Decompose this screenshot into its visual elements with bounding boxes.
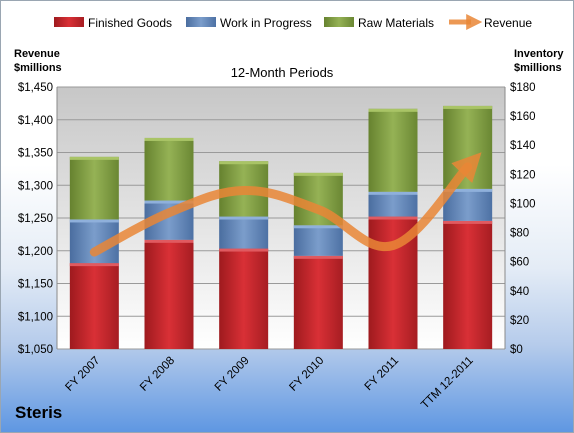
legend-item-raw-materials: Raw Materials [324,16,434,30]
right-axis-ticks: $0 $20 $40 $60 $80 $100 $120 $140 $160 $180 [510,82,536,356]
legend-swatch-raw-materials [324,17,354,27]
bar-finished-goods [219,248,269,349]
bar-cap-finished-goods [368,216,418,220]
legend-label-finished-goods: Finished Goods [88,16,172,30]
bar-cap-raw-materials [293,172,343,176]
left-tick-label: $1,150 [18,279,53,291]
right-tick-label: $160 [510,111,536,123]
legend-swatch-work-in-progress [186,17,216,27]
bar-cap-raw-materials [69,156,119,160]
right-tick-label: $40 [510,286,529,298]
bar-raw-materials [443,105,493,189]
legend-label-raw-materials: Raw Materials [358,16,434,30]
bar-cap-finished-goods [144,239,194,243]
gridlines [56,86,506,350]
right-tick-label: $120 [510,169,536,181]
left-tick-label: $1,050 [18,344,53,356]
bar-cap-finished-goods [443,220,493,224]
left-tick-label: $1,250 [18,213,53,225]
bars [69,105,493,349]
bar-cap-raw-materials [443,105,493,109]
x-tick-label: FY 2008 [138,355,177,394]
left-axis-title-line1: Revenue [14,48,60,60]
right-tick-label: $80 [510,228,529,240]
left-axis-ticks: $1,050 $1,100 $1,150 $1,200 $1,250 $1,300 $1,3… [18,82,53,356]
right-tick-label: $180 [510,82,536,94]
bar-raw-materials [69,156,119,220]
legend-item-revenue: Revenue [449,13,532,31]
bar-cap-finished-goods [69,263,119,267]
bar-cap-finished-goods [219,248,269,252]
bar-finished-goods [144,239,194,349]
bar-cap-work-in-progress [69,219,119,223]
left-tick-label: $1,400 [18,115,53,127]
bar-cap-raw-materials [368,108,418,112]
company-name: Steris [15,403,63,422]
x-tick-label: FY 2007 [63,355,102,394]
x-tick-label: FY 2011 [363,355,401,393]
bar-work-in-progress [368,191,418,217]
right-tick-label: $60 [510,257,529,269]
bar-finished-goods [443,220,493,349]
bar-work-in-progress [219,216,269,249]
right-tick-label: $140 [510,140,536,152]
bar-work-in-progress [293,225,343,256]
right-axis-title-line2: $millions [514,62,562,74]
bar-raw-materials [144,137,194,201]
bar-cap-raw-materials [219,161,269,165]
bar-cap-finished-goods [293,255,343,259]
bar-cap-work-in-progress [144,200,194,204]
legend-item-work-in-progress: Work in Progress [186,16,312,30]
bar-finished-goods [293,255,343,349]
right-tick-label: $20 [510,315,529,327]
bar-cap-work-in-progress [293,225,343,229]
bar-cap-work-in-progress [219,216,269,220]
left-tick-label: $1,100 [18,311,53,323]
chart-subtitle: 12-Month Periods [231,65,334,80]
legend-label-revenue: Revenue [484,16,532,30]
left-tick-label: $1,350 [18,148,53,160]
bar-cap-raw-materials [144,137,194,141]
bar-cap-work-in-progress [443,188,493,192]
legend: Finished Goods Work in Progress Raw Mate… [54,13,532,31]
legend-item-finished-goods: Finished Goods [54,16,172,30]
right-tick-label: $0 [510,344,523,356]
legend-swatch-finished-goods [54,17,84,27]
right-axis-title-line1: Inventory [514,48,564,60]
left-tick-label: $1,200 [18,246,53,258]
left-tick-label: $1,300 [18,180,53,192]
revenue-line-layer [89,152,482,257]
legend-label-work-in-progress: Work in Progress [220,16,312,30]
left-axis-title-line2: $millions [14,62,62,74]
left-tick-label: $1,450 [18,82,53,94]
bar-cap-work-in-progress [368,191,418,195]
right-tick-label: $100 [510,198,536,210]
bar-raw-materials [368,108,418,192]
x-tick-label: FY 2009 [213,355,252,394]
x-tick-label: FY 2010 [287,355,326,394]
bar-finished-goods [69,263,119,349]
x-tick-label: TTM 12-2011 [419,355,476,412]
x-axis-ticks: FY 2007 FY 2008 FY 2009 FY 2010 FY 2011 TTM 1… [63,355,475,412]
revenue-line [89,152,482,257]
